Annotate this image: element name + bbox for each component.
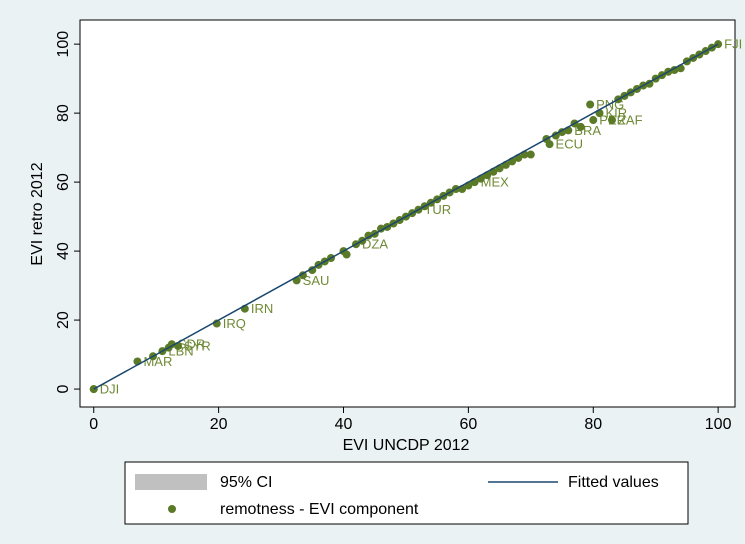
legend (124, 461, 689, 525)
point-label: ZAF (618, 112, 643, 127)
x-tick-label: 80 (584, 416, 602, 433)
legend-label: Fitted values (568, 474, 659, 491)
point-label: SYR (184, 338, 211, 353)
point-label: SAU (303, 273, 330, 288)
y-tick-label: 100 (55, 31, 72, 58)
point (526, 150, 535, 159)
y-tick-label: 60 (55, 173, 72, 191)
point (342, 250, 351, 259)
legend-label: 95% CI (220, 474, 272, 491)
y-tick-label: 20 (55, 311, 72, 329)
point-label: DZA (362, 237, 388, 252)
point-label: ECU (556, 137, 583, 152)
x-axis-label: EVI UNCDP 2012 (343, 437, 470, 454)
fitted-line (93, 43, 719, 390)
x-tick-label: 40 (335, 416, 353, 433)
legend-ci-swatch (135, 474, 207, 490)
legend-point-swatch (168, 505, 176, 513)
x-tick-label: 60 (459, 416, 477, 433)
point-label: DJI (100, 382, 120, 397)
y-tick-label: 0 (55, 385, 72, 394)
point (545, 140, 554, 149)
point-label: IRQ (223, 316, 246, 331)
y-axis-label: EVI retro 2012 (29, 162, 46, 265)
point (607, 116, 616, 125)
x-tick-label: 100 (705, 416, 732, 433)
point (589, 116, 598, 125)
y-tick-label: 40 (55, 242, 72, 260)
x-tick-label: 0 (89, 416, 98, 433)
point-label: SDR (178, 337, 205, 352)
y-tick-label: 80 (55, 104, 72, 122)
point-label: FJI (724, 37, 742, 52)
point (586, 100, 595, 109)
point (576, 122, 585, 131)
point-label: IRN (251, 301, 273, 316)
x-tick-label: 20 (210, 416, 228, 433)
legend-label: remotness - EVI component (220, 501, 419, 518)
